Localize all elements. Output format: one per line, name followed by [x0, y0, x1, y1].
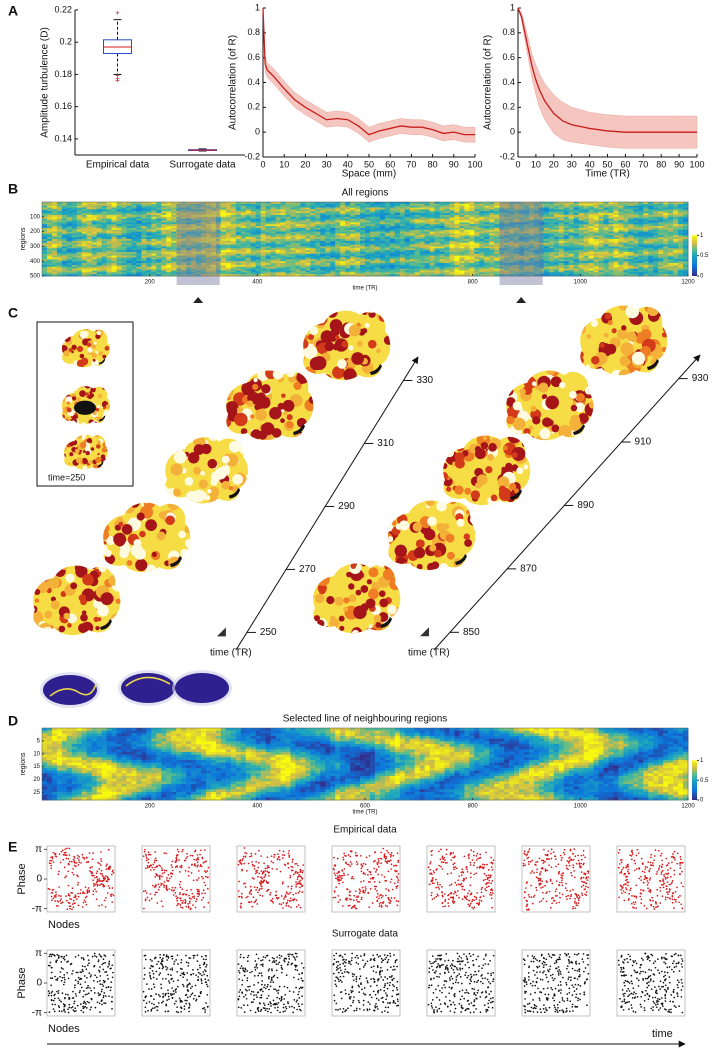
y-axis-label: Autocorrelation (of R) — [228, 35, 239, 130]
x-tick-label: 90 — [449, 159, 459, 169]
outlier: + — [115, 8, 120, 17]
x-tick-label: 100 — [467, 159, 482, 169]
x-tick-label: Surrogate data — [169, 160, 236, 171]
y-tick-label: 0.4 — [502, 77, 515, 87]
outlier: + — [115, 76, 120, 85]
panel-label: A — [8, 3, 18, 19]
x-tick-label: 0 — [515, 159, 520, 169]
y-tick-label: 0 — [255, 127, 260, 137]
y-tick-label: 0 — [510, 127, 515, 137]
inset-label: time=250 — [48, 472, 85, 482]
y-tick-label: 0.2 — [247, 102, 260, 112]
x-tick-label: 90 — [674, 159, 684, 169]
x-axis-label: Time (TR) — [585, 169, 630, 180]
x-tick-label: 80 — [656, 159, 666, 169]
y-tick-label: 0.8 — [502, 27, 515, 37]
heatmap-title: All regions — [342, 188, 389, 199]
y-tick-label: -0.2 — [244, 151, 260, 161]
y-tick-label: -0.2 — [499, 151, 515, 161]
panel-label: E — [8, 839, 17, 855]
y-tick-label: 0.16 — [54, 101, 72, 111]
x-tick-label: 100 — [689, 159, 704, 169]
y-tick-label: 0.22 — [54, 4, 72, 14]
x-tick-label: 30 — [322, 159, 332, 169]
panel-label: D — [8, 713, 18, 729]
x-tick-label: 0 — [260, 159, 265, 169]
y-tick-label: 0.14 — [54, 133, 72, 143]
y-tick-label: 0.2 — [59, 37, 72, 47]
x-tick-label: 70 — [406, 159, 416, 169]
y-axis-label: Autocorrelation (of R) — [483, 35, 494, 130]
x-tick-label: 70 — [638, 159, 648, 169]
x-tick-label: 10 — [531, 159, 541, 169]
x-tick-label: 20 — [300, 159, 310, 169]
panel-label: C — [8, 305, 18, 321]
y-axis-label: Amplitude turbulence (D) — [40, 27, 51, 138]
y-tick-label: 0.6 — [247, 52, 260, 62]
x-tick-label: 10 — [279, 159, 289, 169]
y-tick-label: 0.6 — [502, 52, 515, 62]
y-tick-label: 1 — [255, 2, 260, 12]
y-tick-label: 0.8 — [247, 27, 260, 37]
heatmap-image — [42, 202, 688, 276]
x-tick-label: 30 — [567, 159, 577, 169]
y-tick-label: 0.4 — [247, 77, 260, 87]
line — [263, 8, 475, 135]
confidence-band — [263, 8, 475, 142]
x-tick-label: 20 — [549, 159, 559, 169]
x-tick-label: 80 — [428, 159, 438, 169]
x-axis-label: Space (mm) — [342, 169, 396, 180]
x-tick-label: Empirical data — [86, 160, 150, 171]
y-tick-label: 0.2 — [502, 102, 515, 112]
y-tick-label: 1 — [510, 2, 515, 12]
panel-label: B — [8, 181, 18, 197]
y-tick-label: 0.18 — [54, 69, 72, 79]
confidence-band — [518, 8, 697, 148]
